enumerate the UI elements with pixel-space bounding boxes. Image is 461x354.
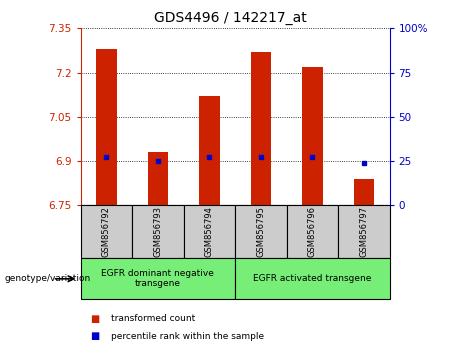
Bar (132, 205, 183, 258)
Text: transformed count: transformed count (111, 314, 195, 323)
Bar (235, 258, 390, 299)
Text: GSM856793: GSM856793 (154, 206, 162, 257)
Bar (96, 49, 117, 205)
Text: GSM856796: GSM856796 (308, 206, 317, 257)
Bar (250, 52, 271, 205)
Text: GSM856792: GSM856792 (102, 206, 111, 257)
Text: GDS4496 / 142217_at: GDS4496 / 142217_at (154, 11, 307, 25)
Text: genotype/variation: genotype/variation (5, 274, 91, 283)
Bar (199, 96, 220, 205)
Bar (81, 258, 235, 299)
Bar (302, 67, 323, 205)
Text: EGFR activated transgene: EGFR activated transgene (253, 274, 372, 283)
Bar (338, 205, 390, 258)
Text: percentile rank within the sample: percentile rank within the sample (111, 332, 264, 341)
Text: EGFR dominant negative
transgene: EGFR dominant negative transgene (101, 269, 214, 289)
Bar (148, 152, 168, 205)
Text: GSM856794: GSM856794 (205, 206, 214, 257)
Text: GSM856797: GSM856797 (359, 206, 368, 257)
Bar (287, 205, 338, 258)
Bar (354, 179, 374, 205)
Text: ■: ■ (90, 314, 99, 324)
Bar (235, 205, 287, 258)
Bar (81, 205, 132, 258)
Text: ■: ■ (90, 331, 99, 341)
Bar (183, 205, 235, 258)
Text: GSM856795: GSM856795 (256, 206, 266, 257)
